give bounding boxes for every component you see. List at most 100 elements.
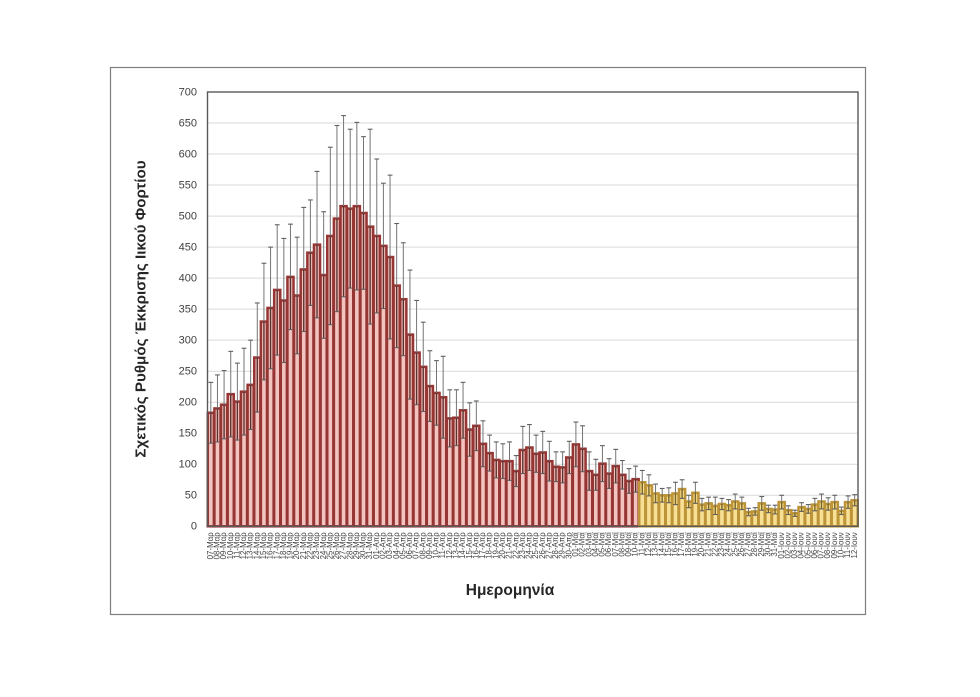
svg-text:01-Μαϊ: 01-Μαϊ (571, 532, 580, 557)
svg-text:500: 500 (179, 211, 197, 223)
svg-text:27-Μαρ: 27-Μαρ (339, 532, 348, 560)
svg-text:250: 250 (179, 366, 197, 378)
svg-text:25-Απρ: 25-Απρ (531, 532, 540, 559)
svg-text:450: 450 (179, 242, 197, 254)
svg-text:31-Μαρ: 31-Μαρ (365, 532, 374, 560)
svg-text:24-Απρ: 24-Απρ (525, 532, 534, 559)
svg-text:31-Μαϊ: 31-Μαϊ (770, 532, 779, 557)
svg-text:50: 50 (185, 490, 197, 502)
svg-text:21-Μαρ: 21-Μαρ (299, 532, 308, 560)
svg-text:07-Ιουν: 07-Ιουν (817, 532, 826, 558)
svg-text:25-Μαϊ: 25-Μαϊ (730, 532, 739, 557)
svg-text:20-Απρ: 20-Απρ (498, 532, 507, 559)
svg-text:700: 700 (179, 86, 197, 98)
svg-text:27-Μαϊ: 27-Μαϊ (744, 532, 753, 557)
svg-text:Σχετικός Ρυθμός Έκκρισης Ιικού: Σχετικός Ρυθμός Έκκρισης Ιικού Φορτίου (133, 160, 150, 457)
svg-text:14-Μαϊ: 14-Μαϊ (657, 532, 666, 557)
svg-text:13-Απρ: 13-Απρ (452, 532, 461, 559)
svg-text:02-Απρ: 02-Απρ (378, 532, 387, 559)
svg-text:23-Απρ: 23-Απρ (518, 532, 527, 559)
svg-text:03-Μαϊ: 03-Μαϊ (584, 532, 593, 557)
svg-text:0: 0 (191, 521, 197, 533)
svg-text:15-Μαϊ: 15-Μαϊ (664, 532, 673, 557)
svg-text:14-Μαρ: 14-Μαρ (252, 532, 261, 560)
svg-text:300: 300 (179, 335, 197, 347)
svg-text:27-Απρ: 27-Απρ (544, 532, 553, 559)
svg-text:17-Απρ: 17-Απρ (478, 532, 487, 559)
svg-text:12-Μαρ: 12-Μαρ (239, 532, 248, 560)
svg-text:23-Μαρ: 23-Μαρ (312, 532, 321, 560)
svg-text:05-Μαϊ: 05-Μαϊ (598, 532, 607, 557)
svg-text:03-Ιουν: 03-Ιουν (790, 532, 799, 558)
svg-text:23-Μαϊ: 23-Μαϊ (717, 532, 726, 557)
svg-text:06-Ιουν: 06-Ιουν (810, 532, 819, 558)
svg-text:09-Μαϊ: 09-Μαϊ (624, 532, 633, 557)
svg-text:09-Μαρ: 09-Μαρ (219, 532, 228, 560)
svg-text:200: 200 (179, 397, 197, 409)
svg-text:06-Μαϊ: 06-Μαϊ (604, 532, 613, 557)
svg-text:18-Μαϊ: 18-Μαϊ (684, 532, 693, 557)
svg-text:01-Απρ: 01-Απρ (372, 532, 381, 559)
svg-text:650: 650 (179, 117, 197, 129)
svg-text:600: 600 (179, 148, 197, 160)
svg-text:08-Απρ: 08-Απρ (418, 532, 427, 559)
svg-text:29-Απρ: 29-Απρ (558, 532, 567, 559)
svg-text:08-Μαϊ: 08-Μαϊ (617, 532, 626, 557)
svg-text:01-Ιουν: 01-Ιουν (777, 532, 786, 558)
svg-text:17-Μαϊ: 17-Μαϊ (677, 532, 686, 557)
svg-text:16-Μαϊ: 16-Μαϊ (671, 532, 680, 557)
svg-text:04-Ιουν: 04-Ιουν (797, 532, 806, 558)
svg-text:19-Μαρ: 19-Μαρ (286, 532, 295, 560)
svg-text:24-Μαρ: 24-Μαρ (319, 532, 328, 560)
svg-text:08-Μαρ: 08-Μαρ (213, 532, 222, 560)
svg-text:14-Απρ: 14-Απρ (458, 532, 467, 559)
svg-text:21-Μαϊ: 21-Μαϊ (704, 532, 713, 557)
svg-text:28-Μαϊ: 28-Μαϊ (750, 532, 759, 557)
svg-text:16-Μαρ: 16-Μαρ (266, 532, 275, 560)
svg-text:04-Απρ: 04-Απρ (392, 532, 401, 559)
svg-text:400: 400 (179, 273, 197, 285)
svg-text:Ημερομηνία: Ημερομηνία (466, 582, 555, 599)
svg-text:25-Μαρ: 25-Μαρ (325, 532, 334, 560)
svg-text:30-Μαϊ: 30-Μαϊ (763, 532, 772, 557)
svg-text:04-Μαϊ: 04-Μαϊ (591, 532, 600, 557)
svg-text:13-Μαϊ: 13-Μαϊ (651, 532, 660, 557)
svg-text:11-Απρ: 11-Απρ (438, 532, 447, 559)
svg-text:11-Ιουν: 11-Ιουν (843, 532, 852, 558)
svg-text:12-Μαϊ: 12-Μαϊ (644, 532, 653, 557)
svg-text:07-Μαϊ: 07-Μαϊ (611, 532, 620, 557)
svg-text:28-Μαρ: 28-Μαρ (345, 532, 354, 560)
svg-text:10-Ιουν: 10-Ιουν (837, 532, 846, 558)
svg-text:20-Μαρ: 20-Μαρ (292, 532, 301, 560)
svg-text:12-Ιουν: 12-Ιουν (850, 532, 859, 558)
svg-text:08-Ιουν: 08-Ιουν (823, 532, 832, 558)
svg-text:18-Απρ: 18-Απρ (485, 532, 494, 559)
svg-text:28-Απρ: 28-Απρ (551, 532, 560, 559)
svg-text:03-Απρ: 03-Απρ (385, 532, 394, 559)
svg-text:24-Μαϊ: 24-Μαϊ (724, 532, 733, 557)
svg-text:22-Απρ: 22-Απρ (511, 532, 520, 559)
svg-text:12-Απρ: 12-Απρ (445, 532, 454, 559)
svg-text:10-Μαρ: 10-Μαρ (226, 532, 235, 560)
svg-text:19-Μαϊ: 19-Μαϊ (690, 532, 699, 557)
svg-text:29-Μαρ: 29-Μαρ (352, 532, 361, 560)
svg-text:10-Μαϊ: 10-Μαϊ (631, 532, 640, 557)
svg-text:16-Απρ: 16-Απρ (471, 532, 480, 559)
svg-text:17-Μαρ: 17-Μαρ (272, 532, 281, 560)
svg-text:15-Μαρ: 15-Μαρ (259, 532, 268, 560)
svg-text:09-Απρ: 09-Απρ (425, 532, 434, 559)
svg-text:02-Μαϊ: 02-Μαϊ (578, 532, 587, 557)
svg-text:15-Απρ: 15-Απρ (465, 532, 474, 559)
svg-text:09-Ιουν: 09-Ιουν (830, 532, 839, 558)
svg-text:22-Μαρ: 22-Μαρ (305, 532, 314, 560)
svg-text:26-Απρ: 26-Απρ (538, 532, 547, 559)
svg-text:150: 150 (179, 428, 197, 440)
svg-text:30-Απρ: 30-Απρ (564, 532, 573, 559)
svg-text:07-Μαρ: 07-Μαρ (206, 532, 215, 560)
svg-text:11-Μαρ: 11-Μαρ (232, 532, 241, 559)
svg-text:05-Ιουν: 05-Ιουν (803, 532, 812, 558)
svg-text:19-Απρ: 19-Απρ (491, 532, 500, 559)
svg-text:06-Απρ: 06-Απρ (405, 532, 414, 559)
svg-text:20-Μαϊ: 20-Μαϊ (697, 532, 706, 557)
svg-text:550: 550 (179, 180, 197, 192)
